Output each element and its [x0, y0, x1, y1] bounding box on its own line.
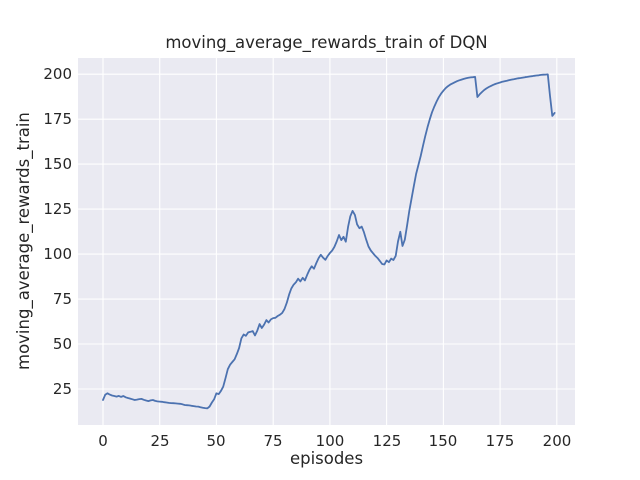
x-tick-150: 150 [428, 432, 458, 450]
y-tick-25: 25 [52, 380, 72, 398]
gridlines [78, 58, 575, 425]
y-tick-200: 200 [43, 65, 72, 83]
y-tick-175: 175 [43, 110, 72, 128]
dqn-reward-line [102, 73, 556, 410]
x-tick-75: 75 [263, 432, 283, 450]
x-axis-label: episodes [289, 449, 364, 468]
x-tick-125: 125 [372, 432, 402, 450]
x-tick-200: 200 [542, 432, 572, 450]
chart-title: moving_average_rewards_train of DQN [165, 33, 488, 52]
x-tick-175: 175 [485, 432, 515, 450]
x-tick-25: 25 [150, 432, 170, 450]
x-tick-50: 50 [206, 432, 226, 450]
y-tick-50: 50 [52, 335, 72, 353]
x-tick-0: 0 [98, 432, 108, 450]
y-tick-75: 75 [52, 290, 72, 308]
y-tick-125: 125 [43, 200, 72, 218]
plot-area [78, 58, 575, 425]
x-tick-100: 100 [315, 432, 345, 450]
y-tick-150: 150 [43, 155, 72, 173]
y-tick-100: 100 [43, 245, 72, 263]
